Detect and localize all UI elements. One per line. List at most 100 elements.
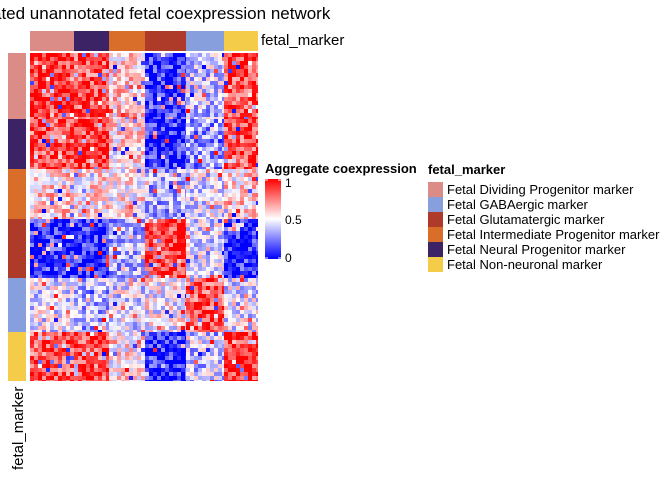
heatmap-cell (198, 169, 202, 173)
heatmap-cell (121, 219, 125, 223)
heatmap-cell (78, 201, 82, 205)
heatmap-cell (181, 259, 185, 263)
heatmap-cell (244, 278, 248, 282)
heatmap-cell (94, 231, 98, 235)
heatmap-cell (165, 143, 169, 147)
heatmap-cell (34, 131, 38, 135)
heatmap-cell (125, 197, 129, 201)
heatmap-cell (117, 73, 121, 77)
heatmap-cell (94, 364, 98, 368)
heatmap-cell (224, 294, 228, 298)
heatmap-cell (222, 235, 224, 239)
heatmap-cell (202, 348, 206, 352)
heatmap-cell (133, 364, 137, 368)
heatmap-cell (137, 243, 141, 247)
heatmap-cell (106, 356, 109, 360)
heatmap-cell (46, 167, 50, 169)
heatmap-cell (34, 201, 38, 205)
heatmap-cell (62, 376, 66, 380)
heatmap-cell (70, 255, 74, 259)
heatmap-cell (82, 306, 86, 310)
heatmap-cell (177, 113, 181, 117)
heatmap-cell (66, 119, 70, 123)
heatmap-cell (224, 97, 228, 101)
heatmap-cell (198, 81, 202, 85)
heatmap-cell (181, 235, 185, 239)
heatmap-cell (58, 306, 62, 310)
heatmap-cell (125, 89, 129, 93)
heatmap-cell (222, 151, 224, 155)
heatmap-cell (98, 85, 102, 89)
heatmap-cell (149, 336, 153, 340)
heatmap-cell (50, 219, 54, 223)
heatmap-cell (236, 223, 240, 227)
heatmap-cell (224, 310, 228, 314)
heatmap-cell (218, 298, 222, 302)
heatmap-cell (222, 209, 224, 213)
heatmap-cell (82, 97, 86, 101)
heatmap-cell (62, 219, 66, 223)
heatmap-cell (121, 155, 125, 159)
heatmap-cell (256, 326, 258, 330)
heatmap-cell (153, 143, 157, 147)
heatmap-cell (194, 209, 198, 213)
heatmap-cell (165, 185, 169, 189)
heatmap-cell (70, 167, 74, 169)
heatmap-cell (113, 101, 117, 105)
heatmap-cell (94, 360, 98, 364)
heatmap-cell (190, 53, 194, 57)
heatmap-cell (117, 113, 121, 117)
heatmap-cell (66, 275, 70, 278)
heatmap-cell (153, 278, 157, 282)
heatmap-cell (94, 219, 98, 223)
heatmap-cell (137, 89, 141, 93)
heatmap-cell (256, 97, 258, 101)
heatmap-cell (165, 348, 169, 352)
heatmap-cell (102, 205, 106, 209)
heatmap-cell (113, 267, 117, 271)
heatmap-cell (141, 93, 145, 97)
heatmap-cell (70, 169, 74, 173)
heatmap-cell (98, 69, 102, 73)
heatmap-cell (157, 205, 161, 209)
heatmap-cell (185, 89, 186, 93)
heatmap-cell (121, 193, 125, 197)
heatmap-cell (90, 169, 94, 173)
heatmap-cell (165, 77, 169, 81)
heatmap-cell (82, 197, 86, 201)
heatmap-cell (256, 255, 258, 259)
heatmap-cell (62, 117, 66, 119)
heatmap-cell (133, 267, 137, 271)
heatmap-cell (186, 169, 190, 173)
heatmap-cell (90, 344, 94, 348)
heatmap-cell (30, 376, 34, 380)
heatmap-cell (161, 223, 165, 227)
heatmap-cell (141, 275, 145, 278)
heatmap-cell (70, 227, 74, 231)
heatmap-cell (94, 105, 98, 109)
heatmap-cell (125, 223, 129, 227)
heatmap-cell (38, 294, 42, 298)
heatmap-cell (157, 302, 161, 306)
heatmap-cell (153, 109, 157, 113)
heatmap-cell (78, 332, 82, 336)
heatmap-cell (252, 364, 256, 368)
heatmap-cell (173, 213, 177, 217)
heatmap-cell (210, 139, 214, 143)
heatmap-cell (46, 372, 50, 376)
heatmap-cell (181, 372, 185, 376)
heatmap-cell (46, 239, 50, 243)
heatmap-cell (98, 278, 102, 282)
heatmap-cell (94, 239, 98, 243)
heatmap-cell (129, 167, 133, 169)
heatmap-cell (62, 310, 66, 314)
heatmap-cell (222, 294, 224, 298)
heatmap-cell (177, 159, 181, 163)
heatmap-cell (206, 113, 210, 117)
heatmap-cell (121, 344, 125, 348)
heatmap-cell (228, 105, 232, 109)
heatmap-cell (117, 263, 121, 267)
heatmap-cell (137, 159, 141, 163)
heatmap-cell (161, 155, 165, 159)
heatmap-cell (248, 330, 252, 332)
